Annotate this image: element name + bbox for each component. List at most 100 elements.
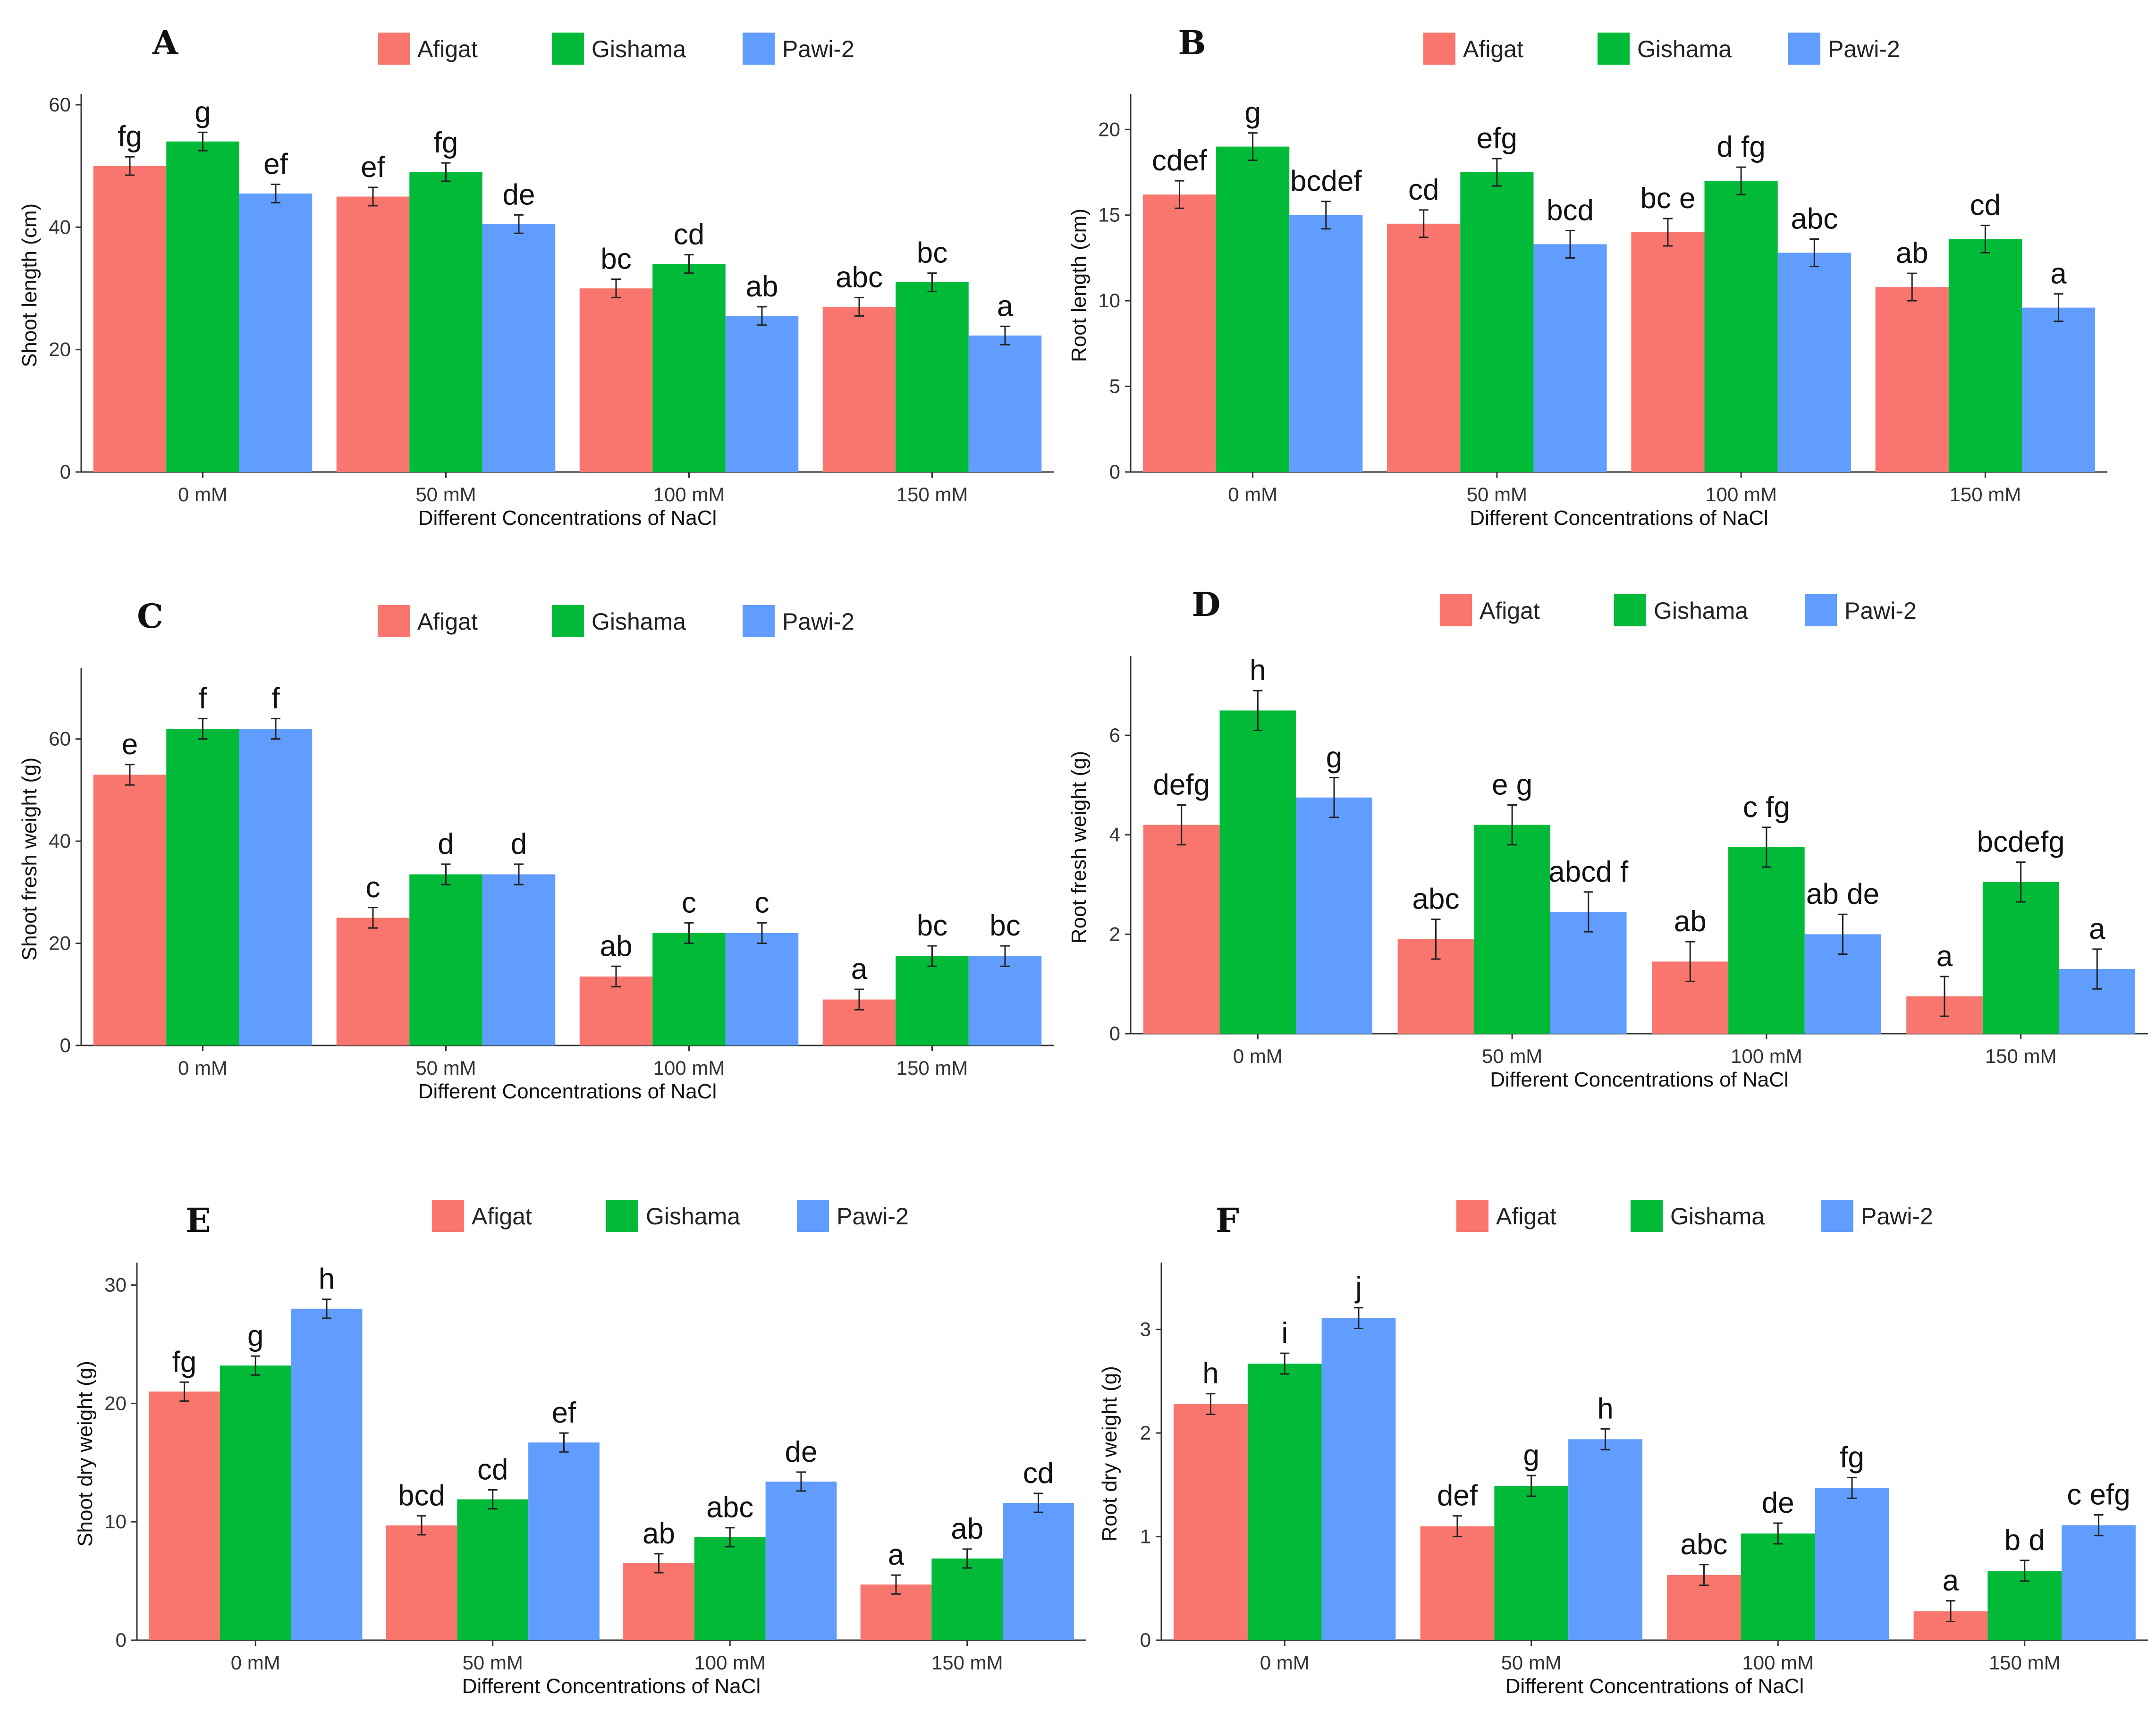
- bar-pawi-2-2: [1777, 253, 1851, 472]
- bar-gishama-3: [896, 956, 969, 1045]
- y-axis-title: Shoot length (cm): [18, 203, 41, 367]
- significance-label: ab: [600, 930, 633, 962]
- x-tick-label: 0 mM: [1233, 1045, 1283, 1067]
- significance-label: bcdef: [1290, 165, 1362, 198]
- bar-gishama-1: [409, 874, 482, 1045]
- bar-gishama-3: [1948, 239, 2022, 472]
- significance-label: f: [199, 682, 207, 715]
- y-tick-label: 0: [116, 1629, 127, 1651]
- significance-label: ef: [263, 148, 288, 181]
- y-tick-label: 10: [1098, 289, 1120, 312]
- legend-label-gishama: Gishama: [592, 36, 686, 62]
- y-tick-label: 2: [1140, 1422, 1151, 1444]
- y-tick-label: 1: [1140, 1525, 1151, 1548]
- significance-label: b d: [2004, 1524, 2045, 1557]
- significance-label: a: [1943, 1565, 1959, 1597]
- x-axis-title: Different Concentrations of NaCl: [1470, 506, 1768, 530]
- significance-label: fg: [172, 1346, 197, 1378]
- significance-label: ab: [1674, 905, 1707, 938]
- significance-label: fg: [434, 126, 458, 159]
- x-tick-label: 100 mM: [653, 483, 725, 506]
- x-tick-label: 50 mM: [1467, 483, 1527, 506]
- significance-label: abc: [1681, 1528, 1728, 1561]
- significance-label: abc: [836, 261, 883, 294]
- bar-pawi-2-0: [1289, 215, 1363, 472]
- significance-label: abc: [1412, 883, 1460, 916]
- bar-afigat-2: [1631, 232, 1705, 472]
- bar-gishama-3: [931, 1558, 1003, 1640]
- significance-label: abcd f: [1548, 856, 1629, 888]
- significance-label: e: [122, 728, 138, 761]
- significance-label: cd: [674, 219, 704, 251]
- panel-letter: F: [1216, 1201, 1239, 1240]
- significance-label: fg: [1840, 1441, 1864, 1474]
- bar-gishama-2: [1741, 1533, 1815, 1640]
- bar-afigat-3: [1875, 287, 1949, 472]
- x-tick-label: 100 mM: [1705, 483, 1777, 506]
- legend-label-gishama: Gishama: [646, 1203, 740, 1230]
- significance-label: h: [319, 1263, 335, 1296]
- significance-label: bc: [989, 910, 1020, 942]
- significance-label: j: [1354, 1272, 1362, 1304]
- y-tick-label: 20: [104, 1392, 127, 1414]
- y-axis-title: Root fresh weight (g): [1067, 751, 1091, 944]
- y-axis-title: Shoot dry weight (g): [74, 1361, 97, 1547]
- significance-label: a: [997, 290, 1014, 322]
- bar-afigat-0: [1174, 1404, 1248, 1640]
- y-tick-label: 60: [49, 728, 71, 750]
- panel-letter: B: [1178, 23, 1206, 62]
- bar-afigat-0: [93, 166, 167, 472]
- bar-gishama-1: [457, 1499, 529, 1640]
- bar-gishama-1: [1494, 1486, 1569, 1640]
- bar-gishama-1: [1474, 825, 1550, 1034]
- significance-label: de: [503, 178, 535, 211]
- significance-label: a: [888, 1539, 905, 1571]
- significance-label: c fg: [1743, 791, 1790, 824]
- bar-gishama-3: [1982, 882, 2059, 1034]
- legend-swatch-afigat: [432, 1200, 464, 1232]
- significance-label: h: [1250, 654, 1266, 687]
- legend-label-afigat: Afigat: [417, 608, 478, 635]
- bar-afigat-1: [336, 196, 410, 472]
- bar-pawi-2-3: [2021, 307, 2096, 472]
- legend: Afigat Gishama Pawi-2: [1423, 33, 1900, 65]
- legend: Afigat Gishama Pawi-2: [378, 33, 854, 65]
- significance-label: d: [438, 828, 454, 860]
- x-tick-label: 0 mM: [178, 483, 228, 506]
- significance-label: bc: [600, 243, 631, 276]
- y-tick-label: 15: [1098, 204, 1120, 226]
- legend-swatch-pawi-2: [1821, 1200, 1853, 1232]
- panel-c: C Afigat Gishama Pawi-2 0 20 40 60 e f f 0 mM c d d 50 …: [18, 597, 1054, 1103]
- x-tick-label: 0 mM: [1228, 483, 1277, 506]
- significance-label: cd: [1408, 174, 1439, 206]
- x-tick-label: 0 mM: [1260, 1652, 1310, 1674]
- x-tick-label: 100 mM: [1742, 1652, 1814, 1674]
- significance-label: g: [247, 1320, 263, 1352]
- x-tick-label: 0 mM: [178, 1057, 228, 1079]
- y-tick-label: 4: [1109, 824, 1120, 846]
- panel-a: A Afigat Gishama Pawi-2 0 20 40 60 fg g ef 0 mM ef fg…: [18, 23, 1054, 530]
- legend: Afigat Gishama Pawi-2: [432, 1200, 909, 1232]
- legend-label-afigat: Afigat: [1463, 36, 1523, 62]
- significance-label: bcd: [1547, 194, 1594, 227]
- y-axis-title: Root length (cm): [1067, 209, 1091, 362]
- x-tick-label: 100 mM: [1731, 1045, 1802, 1067]
- significance-label: a: [851, 953, 868, 986]
- legend-label-afigat: Afigat: [472, 1203, 532, 1230]
- bar-pawi-2-1: [528, 1442, 600, 1640]
- bar-afigat-1: [386, 1525, 457, 1640]
- bar-gishama-0: [166, 729, 239, 1045]
- bar-pawi-2-1: [482, 874, 556, 1045]
- significance-label: ab: [643, 1517, 675, 1550]
- legend-swatch-pawi-2: [1788, 33, 1820, 65]
- legend-swatch-gishama: [1598, 33, 1630, 65]
- x-axis-title: Different Concentrations of NaCl: [418, 1080, 717, 1103]
- bar-gishama-1: [409, 172, 482, 472]
- bar-pawi-2-3: [2062, 1525, 2136, 1640]
- legend-swatch-gishama: [1614, 594, 1646, 626]
- legend-label-afigat: Afigat: [1496, 1203, 1556, 1230]
- y-tick-label: 0: [1109, 1022, 1120, 1045]
- significance-label: ab: [1896, 237, 1928, 270]
- x-tick-label: 150 mM: [1985, 1045, 2057, 1067]
- significance-label: cd: [477, 1453, 508, 1486]
